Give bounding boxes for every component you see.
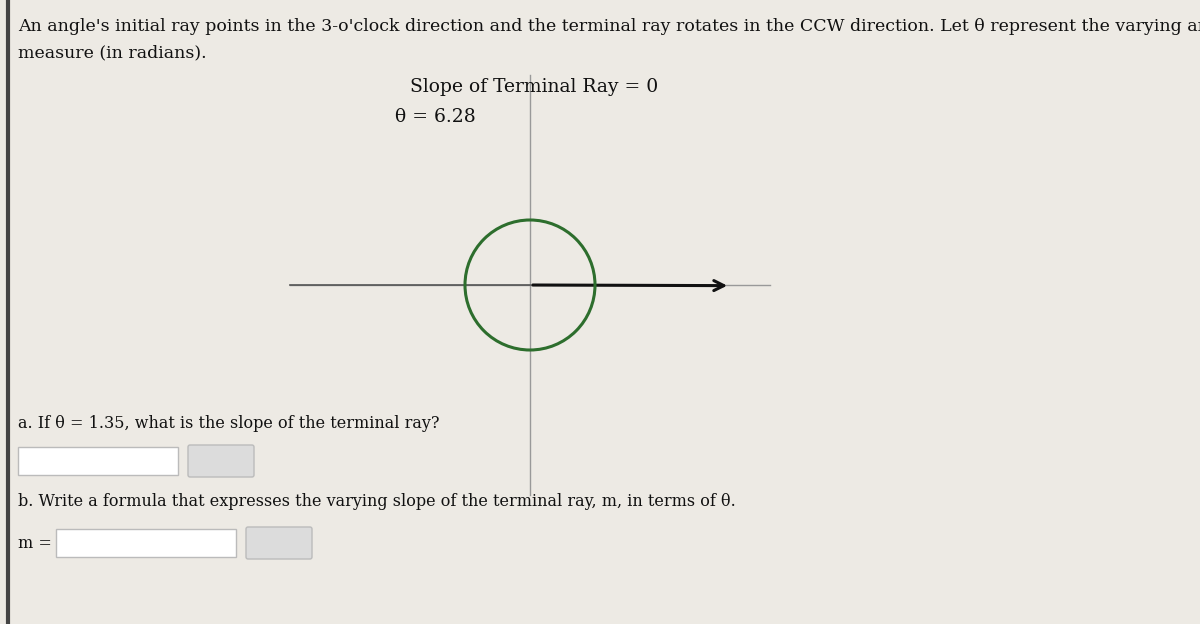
FancyBboxPatch shape [246,527,312,559]
FancyBboxPatch shape [18,447,178,475]
Text: a. If θ = 1.35, what is the slope of the terminal ray?: a. If θ = 1.35, what is the slope of the… [18,415,439,432]
FancyBboxPatch shape [56,529,236,557]
Text: Preview: Preview [190,454,252,468]
Text: Slope of Terminal Ray = 0: Slope of Terminal Ray = 0 [410,78,659,96]
Text: An angle's initial ray points in the 3-o'clock direction and the terminal ray ro: An angle's initial ray points in the 3-o… [18,18,1200,35]
Text: b. Write a formula that expresses the varying slope of the terminal ray, m, in t: b. Write a formula that expresses the va… [18,493,736,510]
FancyBboxPatch shape [188,445,254,477]
Text: Preview: Preview [248,536,310,550]
Text: θ = 6.28: θ = 6.28 [395,108,475,126]
Text: measure (in radians).: measure (in radians). [18,44,206,61]
Text: m =: m = [18,535,52,552]
